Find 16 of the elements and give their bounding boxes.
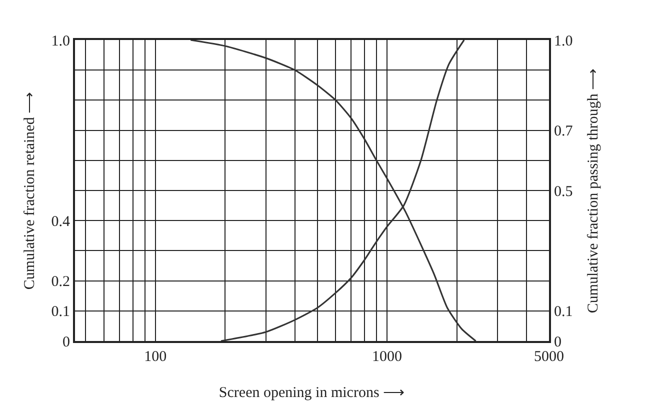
y2-tick-label: 0.5 xyxy=(554,184,573,200)
y2-tick-label: 1.0 xyxy=(554,33,573,50)
y2-tick-label: 0.7 xyxy=(554,124,574,140)
y2-tick-label: 0 xyxy=(554,334,562,350)
y-axis-title: Cumulative fraction retained ⟶ xyxy=(22,91,38,290)
y-tick-label: 0.2 xyxy=(51,274,70,290)
x-axis-title: Screen opening in microns ⟶ xyxy=(218,385,406,401)
y-tick-label: 0 xyxy=(62,334,70,350)
x-tick-label: 5000 xyxy=(534,349,564,365)
x-tick-label: 1000 xyxy=(372,349,402,365)
y-tick-label: 1.0 xyxy=(51,33,70,50)
x-tick-label: 100 xyxy=(144,349,167,365)
y-tick-label: 0.4 xyxy=(51,214,70,230)
y2-tick-label: 0.1 xyxy=(554,304,573,320)
y-tick-label: 0.1 xyxy=(51,304,70,320)
y2-axis-title: Cumulative fraction passing through ⟶ xyxy=(586,68,602,314)
